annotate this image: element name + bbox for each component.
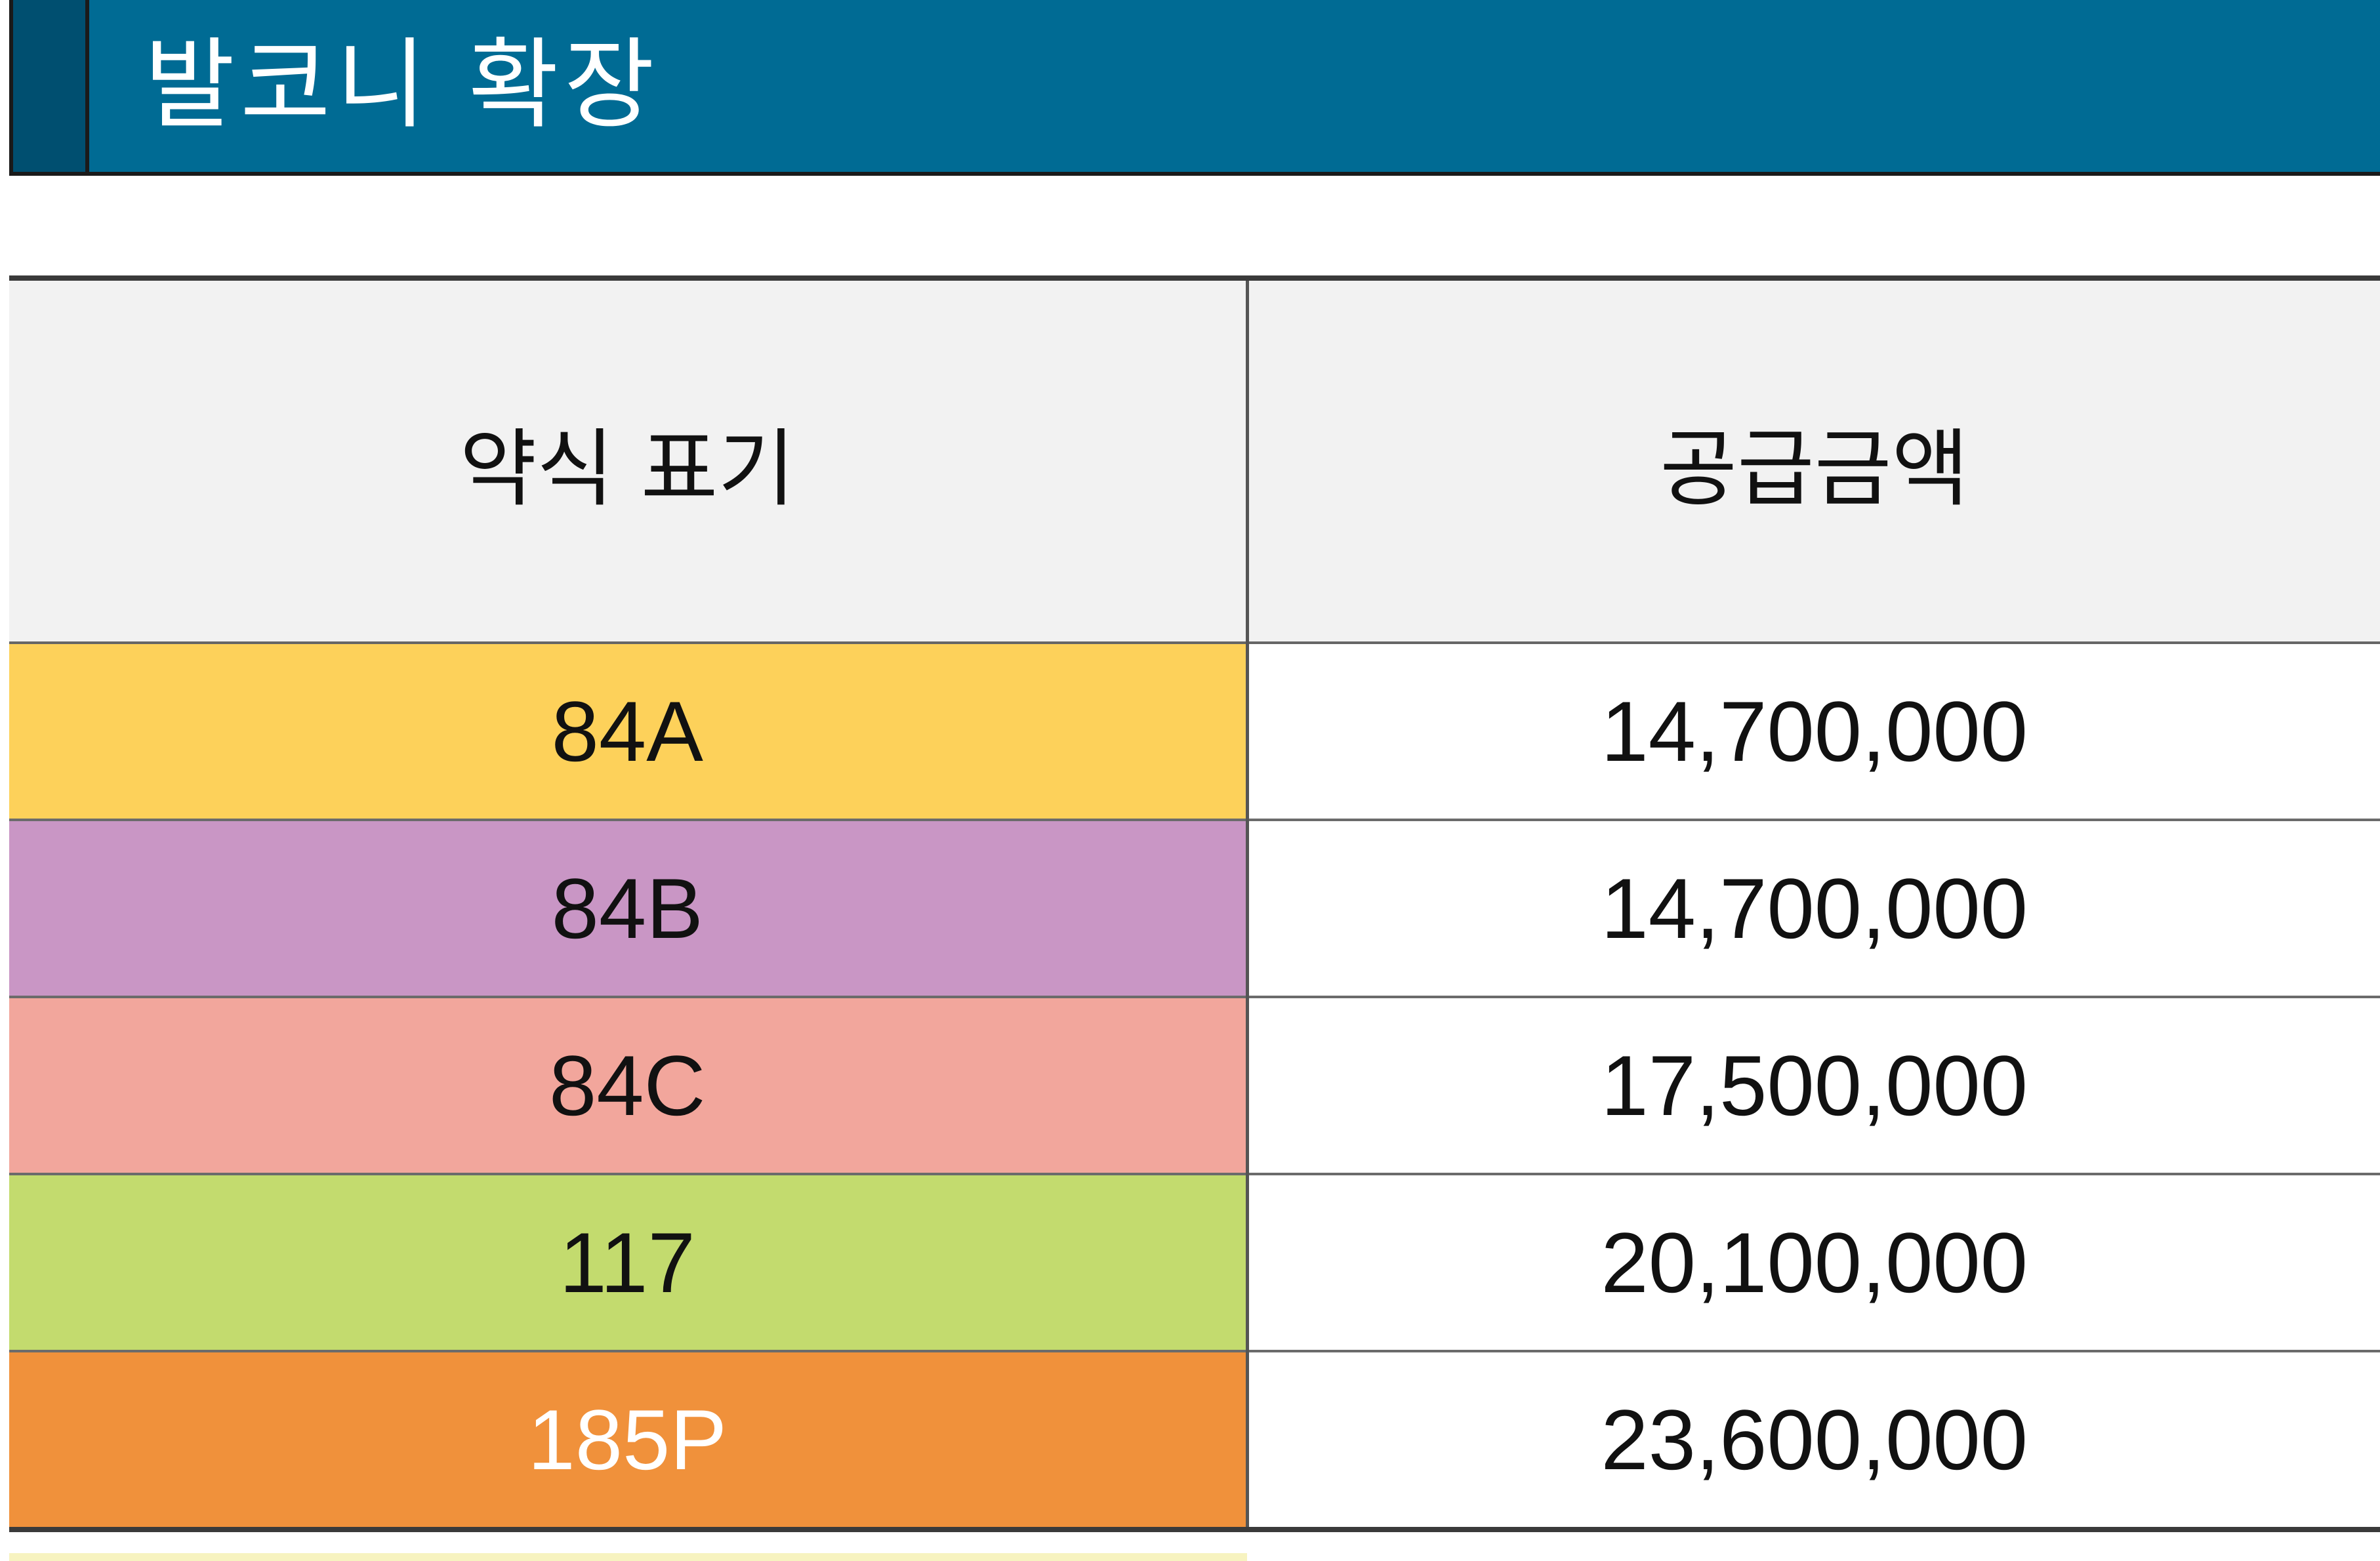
column-header-type: 약식 표기 — [9, 275, 1247, 644]
unit-type-cell: 185P — [9, 1351, 1247, 1532]
section-title: 발코니 확장 — [144, 28, 660, 142]
supply-amount-cell: 14,700,000 — [1245, 820, 2380, 998]
table-row: 117 20,100,000 — [9, 1174, 2380, 1352]
supply-amount-cell: 20,100,000 — [1245, 1174, 2380, 1352]
table-header-row: 약식 표기 공급금액 — [9, 275, 2380, 644]
table-row: 84C 17,500,000 — [9, 997, 2380, 1175]
unit-type-cell: 84A — [9, 643, 1247, 821]
supply-amount-cell: 17,500,000 — [1245, 997, 2380, 1175]
table-row: 185P 23,600,000 — [9, 1351, 2380, 1532]
supply-amount-cell: 23,600,000 — [1245, 1351, 2380, 1532]
next-section-edge — [9, 1553, 1247, 1561]
balcony-price-table: 약식 표기 공급금액 84A 14,700,000 84B 14,700,000… — [9, 275, 2380, 1532]
section-header-accent — [9, 0, 89, 176]
unit-type-cell: 84C — [9, 997, 1247, 1175]
unit-type-cell: 84B — [9, 820, 1247, 998]
table-row: 84B 14,700,000 — [9, 820, 2380, 998]
unit-type-cell: 117 — [9, 1174, 1247, 1352]
supply-amount-cell: 14,700,000 — [1245, 643, 2380, 821]
section-header-bar — [9, 0, 2380, 176]
table-row: 84A 14,700,000 — [9, 643, 2380, 821]
column-header-amount: 공급금액 — [1245, 275, 2380, 644]
